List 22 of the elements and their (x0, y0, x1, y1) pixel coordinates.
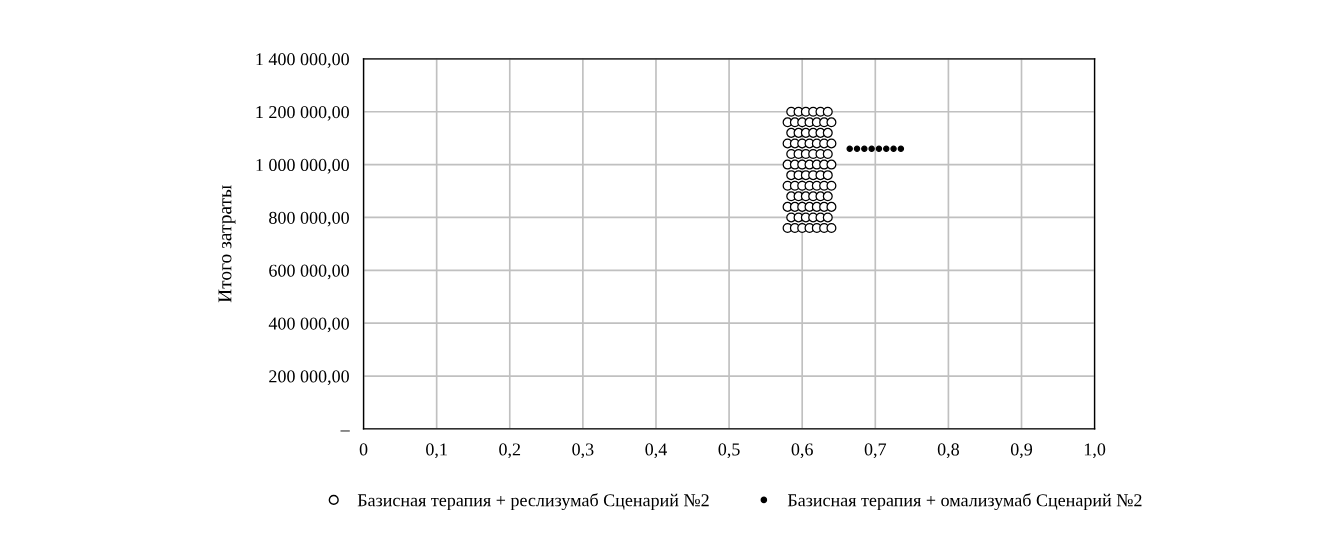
x-tick-label: 0,1 (426, 443, 447, 459)
y-tick-label: 1 200 000,00 (256, 105, 349, 121)
x-tick-label: 0,2 (499, 443, 521, 459)
legend-label: Базисная терапия + омализумаб Сценарий №2 (787, 493, 1142, 511)
y-tick-label: 800 000,00 (269, 211, 349, 227)
x-tick-label: 0,9 (1010, 443, 1033, 459)
y-tick-label: 400 000,00 (268, 317, 349, 333)
y-tick-label: 600 000,00 (269, 264, 349, 280)
x-tick-label: 0,5 (718, 443, 740, 459)
x-tick-label: 1,0 (1084, 443, 1106, 459)
y-tick-label: 200 000,00 (269, 370, 349, 386)
x-tick-label: 0,3 (572, 443, 594, 459)
legend-label: Базисная терапия + реслизумаб Сценарий №2 (357, 493, 709, 511)
x-tick-label: 0,4 (645, 443, 667, 459)
y-tick-label: 1 000 000,00 (256, 158, 349, 174)
x-tick-label: 0,8 (937, 443, 959, 459)
y-tick-label: – (340, 430, 350, 432)
y-axis-title: Итого затраты (218, 185, 236, 303)
x-tick-label: 0,6 (791, 443, 813, 459)
x-tick-label: 0,7 (864, 443, 887, 459)
y-tick-label: 1 400 000,00 (256, 53, 349, 68)
x-tick-label: 0 (359, 443, 368, 456)
